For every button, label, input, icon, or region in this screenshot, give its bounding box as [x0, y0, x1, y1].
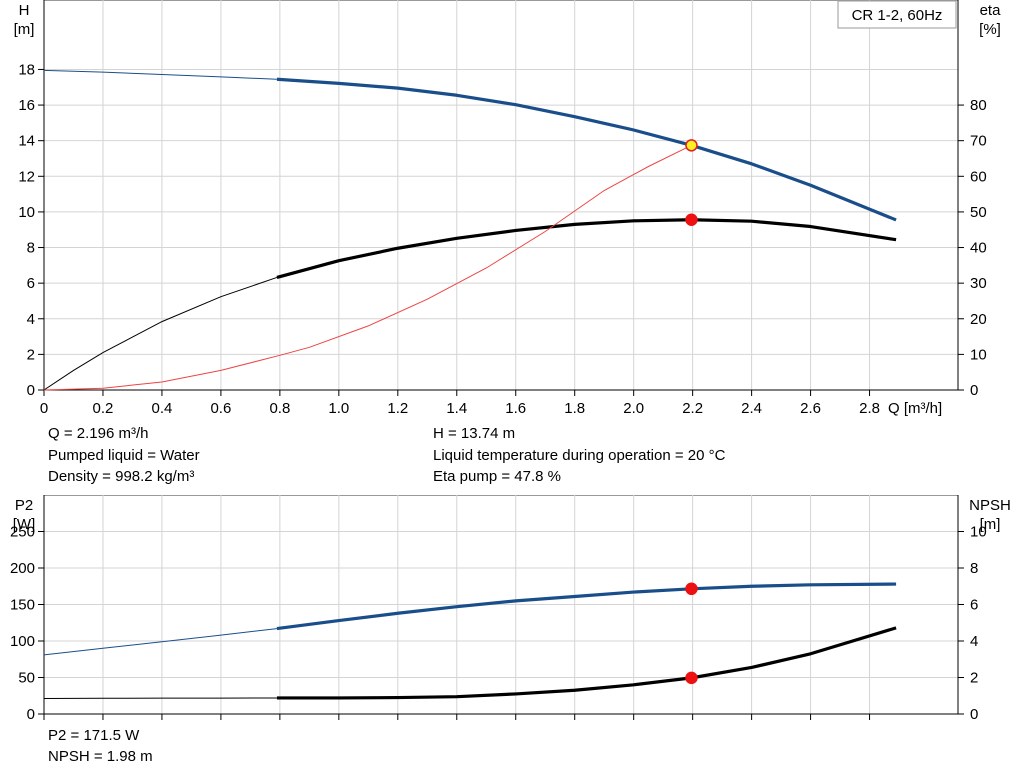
- top-x-tick-label: 1.2: [387, 400, 408, 417]
- top-left-tick-label: 12: [18, 168, 35, 185]
- bottom-left-tick-label: 250: [10, 524, 35, 541]
- bottom-right-axis-unit: [m]: [980, 516, 1001, 533]
- top-left-tick-label: 8: [27, 240, 35, 257]
- top-x-tick-label: 2.6: [800, 400, 821, 417]
- top-x-tick-label: 0.4: [152, 400, 173, 417]
- top-x-axis-title: Q [m³/h]: [888, 400, 942, 417]
- top-right-tick-label: 40: [970, 240, 987, 257]
- bottom-right-tick-label: 6: [970, 597, 978, 614]
- top-left-tick-label: 10: [18, 204, 35, 221]
- bottom-right-tick-label: 2: [970, 670, 978, 687]
- top-right-tick-label: 20: [970, 311, 987, 328]
- bottom-series-1-line: [276, 626, 897, 700]
- top-x-tick-label: 2.4: [741, 400, 762, 417]
- flow-value-text: Q = 2.196 m³/h: [48, 425, 149, 442]
- density-text: Density = 998.2 kg/m³: [48, 468, 195, 485]
- top-left-tick-label: 2: [27, 346, 35, 363]
- bottom-right-tick-label: 0: [970, 706, 978, 723]
- bottom-left-tick-label: 100: [10, 633, 35, 650]
- top-series-0-thin-line: [43, 69, 277, 80]
- top-left-tick-label: 4: [27, 311, 35, 328]
- liquid-temperature-text: Liquid temperature during operation = 20…: [433, 447, 726, 464]
- top-left-tick-label: 6: [27, 275, 35, 292]
- chart-title-box: [837, 0, 957, 29]
- top-x-tick-label: 2.0: [623, 400, 644, 417]
- top-efficiency-system-curve: [43, 144, 692, 391]
- top-left-tick-label: 18: [18, 61, 35, 78]
- bottom-series-0-thin-line: [43, 628, 277, 656]
- top-right-tick-label: 60: [970, 168, 987, 185]
- top-x-tick-label: 0.2: [93, 400, 114, 417]
- top-right-tick-label: 10: [970, 346, 987, 363]
- top-right-tick-label: 70: [970, 133, 987, 150]
- bottom-series-1-thin-line: [43, 697, 277, 699]
- top-duty-point: [685, 213, 698, 227]
- top-x-tick-label: 1.4: [446, 400, 467, 417]
- top-right-tick-label: 80: [970, 97, 987, 114]
- top-series-0-line: [276, 77, 897, 222]
- top-right-axis-unit: [%]: [979, 21, 1001, 38]
- bottom-right-tick-label: 8: [970, 560, 978, 577]
- top-x-tick-label: 1.6: [505, 400, 526, 417]
- top-left-tick-label: 14: [18, 133, 35, 150]
- top-left-axis-unit: [m]: [14, 21, 35, 38]
- bottom-left-tick-label: 50: [18, 670, 35, 687]
- top-plot-frame: [43, 0, 959, 391]
- top-right-tick-label: 50: [970, 204, 987, 221]
- bottom-series-0-line: [276, 582, 897, 631]
- p2-value-text: P2 = 171.5 W: [48, 727, 140, 744]
- top-x-tick-label: 2.2: [682, 400, 703, 417]
- bottom-left-tick-label: 200: [10, 560, 35, 577]
- npsh-value-text: NPSH = 1.98 m: [48, 748, 153, 765]
- top-duty-point: [685, 139, 698, 152]
- head-value-text: H = 13.74 m: [433, 425, 516, 442]
- top-x-tick-label: 1.0: [328, 400, 349, 417]
- top-right-tick-label: 30: [970, 275, 987, 292]
- top-right-tick-label: 0: [970, 382, 978, 399]
- top-left-axis-title: H: [19, 2, 30, 19]
- bottom-duty-point: [685, 582, 698, 596]
- bottom-left-tick-label: 150: [10, 597, 35, 614]
- bottom-right-axis-title: NPSH: [969, 497, 1011, 514]
- pumped-liquid-text: Pumped liquid = Water: [48, 447, 200, 464]
- bottom-right-tick-label: 4: [970, 633, 978, 650]
- bottom-left-axis-unit: [W]: [13, 516, 36, 533]
- top-right-axis-title: eta: [980, 2, 1002, 19]
- top-series-1-thin-line: [43, 276, 278, 391]
- top-x-tick-label: 2.8: [859, 400, 880, 417]
- power-npsh-plot: 0 50 100 150 200 250 0 2 4 6 8 10 P2 [W] NPSH [m]: [10, 495, 1011, 723]
- head-efficiency-plot: 0 2 4 6 8 10 12 14 16 18 0 10 20 30 40 50 60 70 80 0 0.2 0.4 0…: [14, 0, 1002, 417]
- bottom-left-axis-title: P2: [15, 497, 33, 514]
- top-x-tick-label: 0.8: [269, 400, 290, 417]
- top-x-tick-label: 0.6: [210, 400, 231, 417]
- bottom-left-tick-label: 0: [27, 706, 35, 723]
- bottom-duty-point: [685, 671, 698, 685]
- chart-title: CR 1-2, 60Hz: [852, 7, 943, 24]
- eta-pump-text: Eta pump = 47.8 %: [433, 468, 561, 485]
- top-x-tick-label: 1.8: [564, 400, 585, 417]
- top-left-tick-label: 0: [27, 382, 35, 399]
- bottom-right-tick-label: 10: [970, 524, 987, 541]
- top-series-1-line: [276, 218, 897, 279]
- top-left-tick-label: 16: [18, 97, 35, 114]
- top-x-tick-label: 0: [40, 400, 48, 417]
